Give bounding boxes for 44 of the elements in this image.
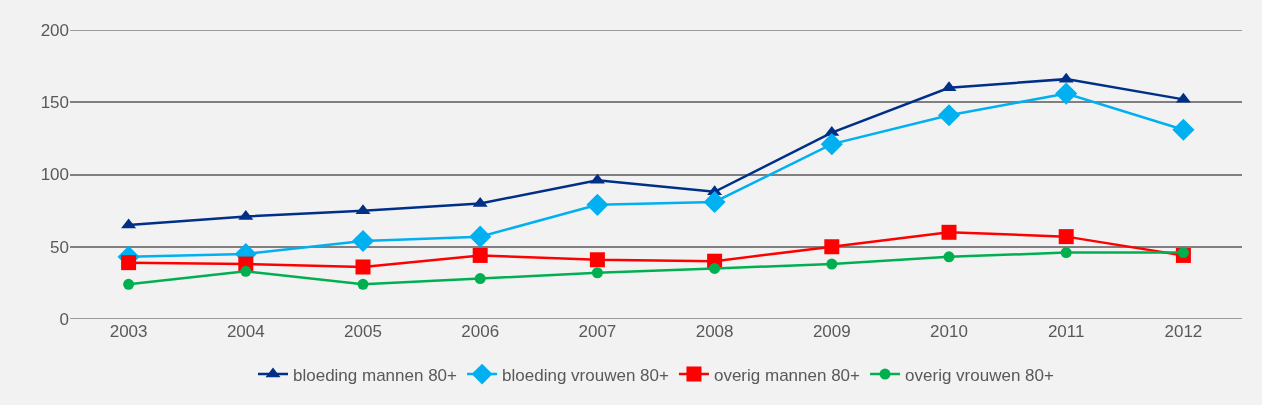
point: [472, 247, 488, 263]
point: [1172, 118, 1195, 141]
point: [121, 255, 137, 271]
legend-label: bloeding vrouwen 80+: [502, 365, 669, 385]
y-tick-label: 100: [40, 165, 69, 185]
point: [709, 262, 721, 274]
point: [469, 225, 492, 248]
point: [357, 278, 369, 290]
point: [943, 251, 955, 263]
x-tick-label: 2007: [578, 322, 617, 341]
point: [824, 239, 840, 255]
point: [355, 259, 371, 275]
point: [1055, 82, 1078, 105]
point: [1177, 247, 1189, 259]
point: [703, 190, 726, 214]
point: [123, 278, 135, 290]
point: [240, 265, 252, 277]
point: [591, 267, 603, 279]
x-tick-label: 2004: [226, 322, 265, 341]
point: [586, 193, 609, 216]
point: [474, 273, 486, 285]
point: [1058, 229, 1074, 245]
x-tick-label: 2005: [344, 322, 382, 341]
point: [941, 224, 957, 240]
point: [1060, 247, 1072, 259]
point: [351, 229, 375, 253]
y-tick-label: 150: [40, 93, 69, 113]
point: [826, 258, 838, 270]
x-tick-label: 2009: [812, 322, 851, 341]
legend-label: overig vrouwen 80+: [905, 365, 1054, 385]
point: [937, 104, 961, 127]
x-tick-label: 2008: [695, 322, 734, 341]
x-tick-label: 2012: [1164, 322, 1203, 341]
legend-label: bloeding mannen 80+: [293, 365, 458, 385]
x-tick-label: 2010: [930, 322, 968, 341]
point: [820, 133, 843, 156]
x-tick-label: 2003: [109, 322, 148, 341]
x-tick-label: 2006: [461, 322, 500, 341]
y-tick-label: 50: [50, 237, 69, 257]
point: [589, 252, 605, 268]
legend-label: overig mannen 80+: [713, 365, 861, 385]
x-tick-label: 2011: [1047, 322, 1085, 341]
y-tick-label: 0: [59, 309, 69, 329]
y-tick-label: 200: [40, 20, 69, 40]
